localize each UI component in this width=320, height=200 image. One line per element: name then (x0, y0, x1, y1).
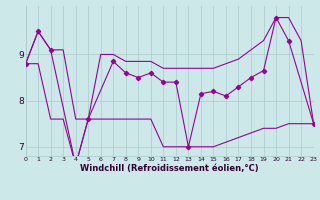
X-axis label: Windchill (Refroidissement éolien,°C): Windchill (Refroidissement éolien,°C) (80, 164, 259, 173)
